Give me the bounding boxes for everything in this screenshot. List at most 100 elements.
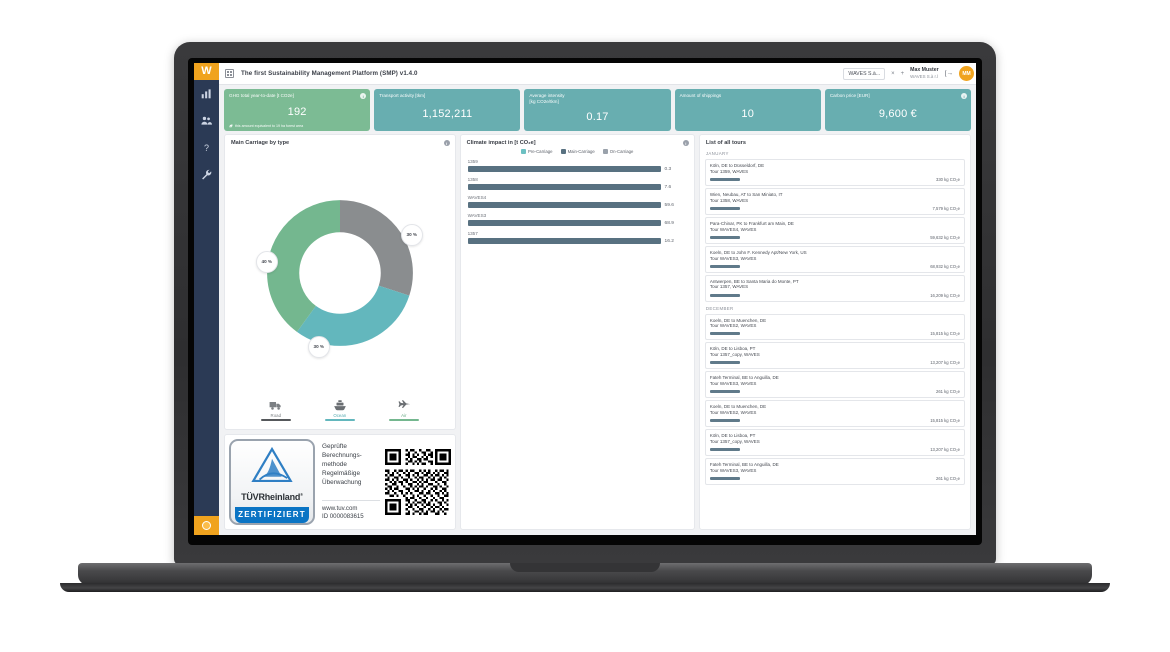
bar-row: 68.9 <box>467 220 687 226</box>
bar-row: 59.6 <box>467 202 687 208</box>
tour-sub: Tour WAVES4, WAVES <box>709 226 757 232</box>
left-column: Main Carriage by type i <box>224 134 456 530</box>
legend-label: Ocean <box>333 412 347 418</box>
laptop-screen-bezel: W ? <box>188 58 982 545</box>
list-item[interactable]: Fateh Terminal, BE to Anguilla, DE Tour … <box>704 371 965 399</box>
legend-item-main-carriage[interactable]: Main-Carriage <box>560 149 595 154</box>
legend-bar-ocean <box>324 418 355 421</box>
list-item[interactable]: Köln, DE to Lisboa, PT Tour 1357_copy, W… <box>704 342 965 370</box>
info-icon[interactable]: i <box>682 140 689 146</box>
sidebar-help-bubble-button[interactable] <box>194 516 219 535</box>
add-tab-icon[interactable]: + <box>900 70 905 77</box>
donut-slice-air[interactable] <box>266 199 413 346</box>
kpi-card-ghg-total[interactable]: GHG total year-to-date [t CO2e] 192 this… <box>224 89 371 131</box>
bar-group[interactable]: 1357 16.2 <box>467 231 687 244</box>
panel-title: Climate impact in [t CO₂e] <box>466 140 536 146</box>
legend-item-air[interactable]: Air <box>387 399 421 421</box>
tour-sub: Tour WAVES3, WAVES <box>709 467 757 473</box>
kpi-label: GHG total year-to-date [t CO2e] <box>229 93 294 98</box>
info-icon[interactable]: i <box>360 93 367 99</box>
kpi-value: 1,152,211 <box>422 107 473 120</box>
users-icon <box>201 116 212 125</box>
bar-chart-icon <box>201 89 211 99</box>
legend-swatch <box>602 149 608 154</box>
app-sidebar: W ? <box>194 63 219 535</box>
kpi-card-carbon-price[interactable]: Carbon price [EUR] 9,600 € i <box>824 89 972 131</box>
month-header-january: JANUARY <box>705 151 729 156</box>
tenant-selector[interactable]: WAVES S.à... <box>843 67 886 80</box>
tuv-description: Geprüfte Berechnungs- methode Regelmäßig… <box>322 443 362 487</box>
tuv-certificate: TÜVRheinland® ZERTIFIZIERT Geprüfte Bere… <box>224 434 456 530</box>
app-main: The first Sustainability Management Plat… <box>219 63 976 535</box>
tour-route: Köln, DE to Lisboa, PT <box>709 433 756 439</box>
legend-label: Main-Carriage <box>567 149 595 154</box>
qr-code-icon <box>384 449 451 515</box>
close-icon[interactable]: × <box>891 70 895 77</box>
menu-grid-icon[interactable] <box>225 69 234 78</box>
tuv-url-block: www.tuv.com ID 0000083615 <box>322 499 380 522</box>
tours-list[interactable]: JANUARY Köln, DE to Düsseldorf, DE Tour … <box>700 149 970 529</box>
user-info[interactable]: Max Muster WAVES S.à r.l <box>910 67 939 79</box>
tour-progress-bar <box>709 332 740 336</box>
sidebar-item-settings[interactable] <box>194 161 219 188</box>
list-item[interactable]: Köln, DE to Lisboa, PT Tour 1357_copy, W… <box>704 429 965 457</box>
tour-footer: 330 kg CO₂e <box>709 177 960 182</box>
list-item[interactable]: Koeln, DE to Muenchen, DE Tour WAVES2, W… <box>704 313 965 341</box>
list-item[interactable]: Koeln, DE to John F. Kennedy Apt/New Yor… <box>704 245 965 273</box>
panel-main-carriage-by-type: Main Carriage by type i <box>224 134 456 430</box>
info-icon[interactable]: i <box>961 93 968 99</box>
legend-item-on-carriage[interactable]: On-Carriage <box>602 149 633 154</box>
kpi-card-average-intensity[interactable]: Average intensity [kg CO2e/tkm] 0.17 <box>524 89 671 131</box>
tuv-triangle-icon <box>251 446 293 488</box>
sidebar-item-analytics[interactable] <box>194 80 219 107</box>
panel-title: List of all tours <box>705 140 746 146</box>
logout-icon[interactable]: [→ <box>944 70 953 77</box>
laptop-foot <box>60 583 1110 592</box>
bar-category-label: 1358 <box>467 177 478 182</box>
list-item[interactable]: Koeln, DE to Muenchen, DE Tour WAVES2, W… <box>704 400 965 428</box>
legend-item-ocean[interactable]: Ocean <box>323 399 357 421</box>
sidebar-logo[interactable]: W <box>194 63 219 80</box>
legend-label: Air <box>401 412 407 418</box>
panel-climate-impact: Climate impact in [t CO₂e] i Pre-Carriag… <box>459 134 695 530</box>
bar-group[interactable]: WAVES3 68.9 <box>467 213 687 226</box>
laptop-base <box>78 563 1092 585</box>
info-icon[interactable]: i <box>443 140 450 146</box>
avatar[interactable]: MM <box>959 66 974 81</box>
kpi-card-amount-of-shippings[interactable]: Amount of shippings 10 <box>674 89 821 131</box>
list-item[interactable]: Para-Chinar, PK to Frankfurt am Main, DE… <box>704 216 965 244</box>
tour-value: 59,632 kg CO₂e <box>930 234 960 240</box>
bar-fill-main-carriage <box>467 184 661 190</box>
list-item[interactable]: Köln, DE to Düsseldorf, DE Tour 1359, WA… <box>704 159 965 186</box>
kpi-card-transport-activity[interactable]: Transport activity [tkm] 1,152,211 <box>374 89 521 131</box>
bar-fill-main-carriage <box>467 166 661 172</box>
tour-sub: Tour WAVES3, WAVES <box>709 381 757 387</box>
list-item[interactable]: Wien, Neubau, AT to San Miniato, IT Tour… <box>704 187 965 215</box>
sidebar-item-users[interactable] <box>194 107 219 134</box>
tour-progress-bar <box>709 264 740 268</box>
kpi-value: 10 <box>741 107 755 120</box>
bar-category-label: 1357 <box>467 231 478 236</box>
tour-progress-bar <box>709 177 740 181</box>
help-bubble-icon <box>202 521 211 530</box>
bar-group[interactable]: WAVES4 59.6 <box>467 195 687 208</box>
legend-item-road[interactable]: Road <box>259 399 293 421</box>
list-item[interactable]: Antwerpen, BE to Santa Maria do Monte, P… <box>704 274 965 302</box>
legend-item-pre-carriage[interactable]: Pre-Carriage <box>520 149 553 154</box>
bar-group[interactable]: 1359 0.3 <box>467 159 687 172</box>
donut-slice-ocean[interactable] <box>266 199 413 346</box>
bar-group[interactable]: 1358 7.6 <box>467 177 687 190</box>
bar-fill-main-carriage <box>467 238 661 244</box>
kpi-label: Amount of shippings <box>679 93 722 98</box>
truck-icon <box>269 401 281 410</box>
question-mark-icon: ? <box>203 142 209 153</box>
tour-footer: 59,632 kg CO₂e <box>709 234 960 240</box>
tour-footer: 261 kg CO₂e <box>709 389 960 394</box>
kpi-value: 0.17 <box>586 110 609 123</box>
donut-label-road: 30 % <box>400 223 423 246</box>
tour-sub: Tour 1357, WAVES <box>709 284 749 290</box>
bars-body: 1359 0.3 1358 <box>461 159 694 249</box>
list-item[interactable]: Fateh Terminal, BE to Anguilla, DE Tour … <box>704 458 965 485</box>
sidebar-item-help[interactable]: ? <box>194 134 219 161</box>
